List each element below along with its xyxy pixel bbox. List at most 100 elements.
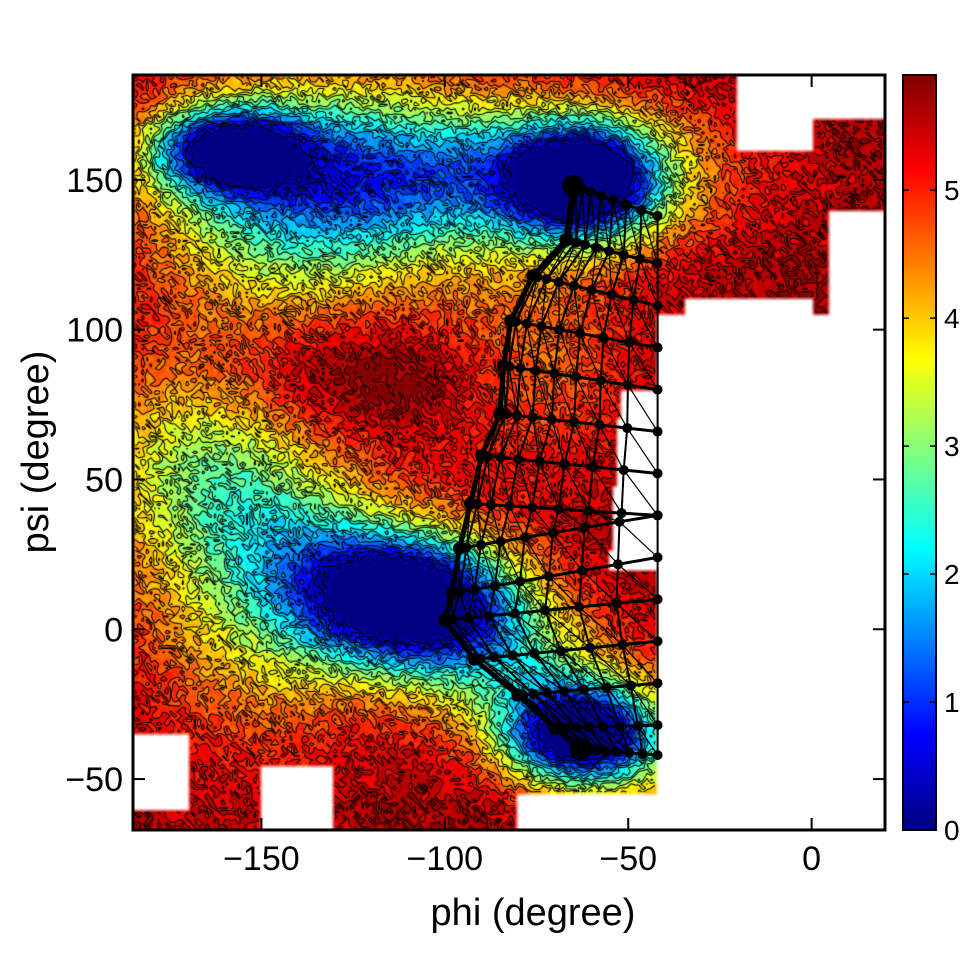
path-link xyxy=(452,619,495,658)
path-node xyxy=(634,254,645,265)
x-tick-label: 0 xyxy=(802,840,821,878)
path-node xyxy=(518,689,529,700)
path-node xyxy=(530,365,541,376)
path-link xyxy=(612,199,625,256)
x-tick-label: −50 xyxy=(599,840,657,878)
path-link xyxy=(600,195,610,252)
y-tick-label: 0 xyxy=(104,611,123,649)
path-link xyxy=(526,276,538,324)
path-node xyxy=(513,454,524,465)
path-node xyxy=(591,242,602,253)
path-link xyxy=(535,370,553,420)
path-link xyxy=(575,376,600,426)
path-node xyxy=(534,456,545,467)
path-link xyxy=(517,459,533,508)
y-tick-label: 150 xyxy=(66,162,123,200)
path-link xyxy=(628,342,659,390)
path-node xyxy=(586,284,597,295)
path-node xyxy=(461,542,472,553)
colorbar-tick-label: 4 xyxy=(944,303,960,334)
path-node xyxy=(571,722,582,733)
path-node xyxy=(475,653,486,664)
y-tick-label: 100 xyxy=(66,312,123,350)
plot-area: −150 −100 −50 0 −50 0 50 100 150 xyxy=(65,73,887,878)
path-link xyxy=(480,658,534,695)
path-node xyxy=(598,721,609,732)
path-link xyxy=(490,504,502,542)
path-node xyxy=(652,300,663,311)
path-link xyxy=(578,606,623,646)
path-link xyxy=(544,609,591,649)
colorbar-tick-label: 2 xyxy=(944,559,960,590)
path-node xyxy=(553,276,564,287)
path-node xyxy=(613,559,624,570)
path-node xyxy=(652,510,663,521)
path-link xyxy=(573,421,594,468)
path-node xyxy=(632,720,643,731)
path-link xyxy=(630,685,659,726)
path-link xyxy=(637,725,659,756)
path-link xyxy=(534,652,585,691)
path-node xyxy=(622,379,633,390)
path-node xyxy=(652,258,663,269)
path-link xyxy=(480,544,496,587)
path-node xyxy=(607,194,618,205)
path-node xyxy=(595,375,606,386)
path-endpoint xyxy=(562,174,585,197)
path-link xyxy=(598,424,625,471)
path-link xyxy=(588,510,620,523)
path-link xyxy=(558,508,585,529)
path-node xyxy=(652,636,663,647)
path-link xyxy=(548,575,580,608)
path-node xyxy=(596,190,607,201)
path-node xyxy=(618,465,629,476)
path-link xyxy=(617,563,658,600)
path-link xyxy=(488,615,536,654)
path-link xyxy=(639,258,659,306)
path-link xyxy=(623,469,659,516)
path-link xyxy=(591,289,605,338)
path-node xyxy=(540,605,551,616)
path-link xyxy=(494,585,516,614)
path-node xyxy=(652,552,663,563)
path-node xyxy=(454,587,465,598)
path-node xyxy=(579,239,590,250)
x-axis-ticks: −150 −100 −50 0 xyxy=(223,75,821,878)
path-node xyxy=(469,584,480,595)
path-node xyxy=(614,721,625,732)
path-link xyxy=(605,687,639,727)
path-link xyxy=(619,521,658,558)
path-node xyxy=(606,289,617,300)
path-link xyxy=(467,617,513,656)
path-node xyxy=(618,249,629,260)
path-node xyxy=(542,687,553,698)
path-node xyxy=(507,650,518,661)
path-node xyxy=(624,337,635,348)
colorbar-tick-label: 0 xyxy=(944,815,960,846)
path-node xyxy=(555,645,566,656)
path-link xyxy=(579,333,602,381)
path-link xyxy=(465,547,476,590)
path-link xyxy=(610,294,630,343)
path-node xyxy=(583,505,594,516)
path-node xyxy=(532,271,543,282)
path-node xyxy=(476,539,487,550)
path-node xyxy=(511,316,522,327)
path-node xyxy=(495,452,506,463)
path-link xyxy=(493,656,548,694)
path-link xyxy=(546,692,590,728)
path-node xyxy=(549,368,560,379)
path-node xyxy=(543,571,554,582)
path-link xyxy=(539,461,560,510)
transition-path-network xyxy=(438,174,663,761)
path-link xyxy=(621,512,658,517)
path-link xyxy=(514,612,561,652)
path-node xyxy=(571,371,582,382)
colorbar-gradient xyxy=(902,74,937,831)
y-tick-label: 50 xyxy=(85,461,123,499)
path-link xyxy=(552,532,583,571)
path-link xyxy=(487,456,492,505)
x-tick-label: −100 xyxy=(407,840,484,878)
path-node xyxy=(484,610,495,621)
